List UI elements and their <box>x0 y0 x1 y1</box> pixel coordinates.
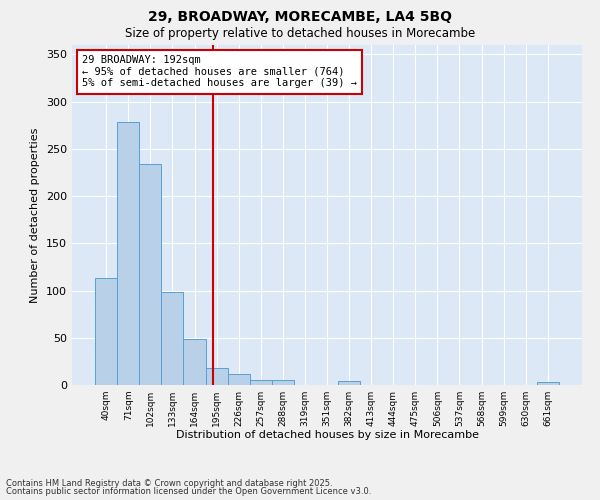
Bar <box>338 381 360 385</box>
Bar <box>117 122 139 385</box>
Bar <box>184 338 206 385</box>
Text: 29, BROADWAY, MORECAMBE, LA4 5BQ: 29, BROADWAY, MORECAMBE, LA4 5BQ <box>148 10 452 24</box>
Text: Size of property relative to detached houses in Morecambe: Size of property relative to detached ho… <box>125 28 475 40</box>
Bar <box>139 164 161 385</box>
Bar <box>206 368 227 385</box>
Bar <box>161 292 184 385</box>
Bar <box>95 278 117 385</box>
X-axis label: Distribution of detached houses by size in Morecambe: Distribution of detached houses by size … <box>176 430 479 440</box>
Text: 29 BROADWAY: 192sqm
← 95% of detached houses are smaller (764)
5% of semi-detach: 29 BROADWAY: 192sqm ← 95% of detached ho… <box>82 55 357 88</box>
Bar <box>272 380 294 385</box>
Bar <box>227 374 250 385</box>
Bar <box>250 380 272 385</box>
Text: Contains HM Land Registry data © Crown copyright and database right 2025.: Contains HM Land Registry data © Crown c… <box>6 478 332 488</box>
Bar <box>537 382 559 385</box>
Y-axis label: Number of detached properties: Number of detached properties <box>31 128 40 302</box>
Text: Contains public sector information licensed under the Open Government Licence v3: Contains public sector information licen… <box>6 487 371 496</box>
